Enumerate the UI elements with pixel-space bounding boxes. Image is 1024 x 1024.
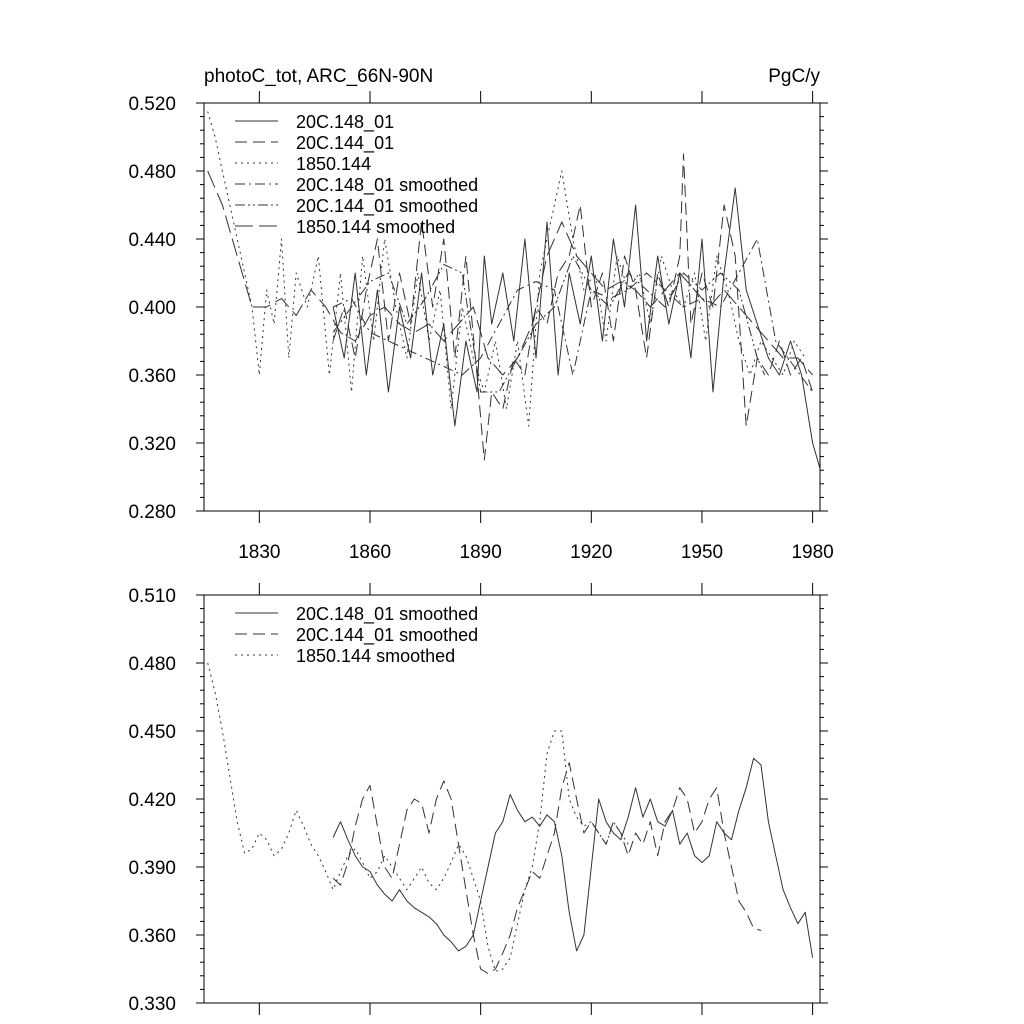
legend-label: 1850.144 xyxy=(296,154,371,174)
series-line-20c-144-01 xyxy=(332,153,814,461)
legend-label: 20C.148_01 smoothed xyxy=(296,604,478,625)
y-tick-label: 0.280 xyxy=(128,502,176,523)
bottom-panel: 0.330 0.360 0.390 0.420 0.450 0.480 0.510 20C.… xyxy=(128,583,828,1015)
x-tick-label: 1830 xyxy=(238,542,280,563)
series-line-20c-148-01-smoothed xyxy=(332,757,814,958)
series-line-20c-144-01-smoothed xyxy=(332,762,762,974)
y-tick-label: 0.330 xyxy=(128,994,176,1015)
y-tick-label: 0.520 xyxy=(128,94,176,115)
top-panel: photoC_tot, ARC_66N-90N PgC/y 0.280 0.320… xyxy=(128,66,833,563)
top-panel-title: photoC_tot, ARC_66N-90N xyxy=(204,66,433,87)
legend-label: 1850.144 smoothed xyxy=(296,217,455,237)
legend-label: 20C.148_01 smoothed xyxy=(296,175,478,196)
y-tick-label: 0.480 xyxy=(128,654,176,675)
legend-label: 20C.144_01 xyxy=(296,133,394,154)
x-tick-label: 1890 xyxy=(460,542,502,563)
y-tick-label: 0.480 xyxy=(128,162,176,183)
series-line-20c-144-01-smoothed xyxy=(332,255,766,393)
series-line-1850-144-smoothed xyxy=(207,662,629,972)
x-tick-label: 1920 xyxy=(570,542,612,563)
y-tick-label: 0.360 xyxy=(128,366,176,387)
legend-label: 20C.144_01 smoothed xyxy=(296,196,478,217)
legend-label: 20C.144_01 smoothed xyxy=(296,625,478,646)
y-tick-label: 0.360 xyxy=(128,926,176,947)
y-tick-label: 0.390 xyxy=(128,858,176,879)
bottom-panel-frame xyxy=(203,594,821,1004)
legend-label: 20C.148_01 xyxy=(296,112,394,133)
y-tick-label: 0.320 xyxy=(128,434,176,455)
series-line-20c-148-01-smoothed xyxy=(332,238,814,393)
y-tick-label: 0.450 xyxy=(128,722,176,743)
y-tick-label: 0.420 xyxy=(128,790,176,811)
bottom-panel-series xyxy=(207,662,814,974)
bottom-panel-ticks: 0.330 0.360 0.390 0.420 0.450 0.480 0.510 xyxy=(128,583,828,1015)
top-panel-ticks: 0.280 0.320 0.360 0.400 0.440 0.480 0.520 1830 1… xyxy=(128,91,834,563)
y-tick-label: 0.400 xyxy=(128,298,176,319)
x-tick-label: 1860 xyxy=(349,542,391,563)
x-tick-label: 1980 xyxy=(791,542,833,563)
series-line-1850-144-smoothed xyxy=(207,170,813,376)
series-line-20c-148-01 xyxy=(332,187,821,469)
y-tick-label: 0.440 xyxy=(128,230,176,251)
y-tick-label: 0.510 xyxy=(128,586,176,607)
x-tick-label: 1950 xyxy=(681,542,723,563)
legend-label: 1850.144 smoothed xyxy=(296,646,455,666)
top-panel-frame xyxy=(203,102,821,512)
top-panel-units: PgC/y xyxy=(768,66,820,87)
top-panel-series xyxy=(207,111,821,469)
